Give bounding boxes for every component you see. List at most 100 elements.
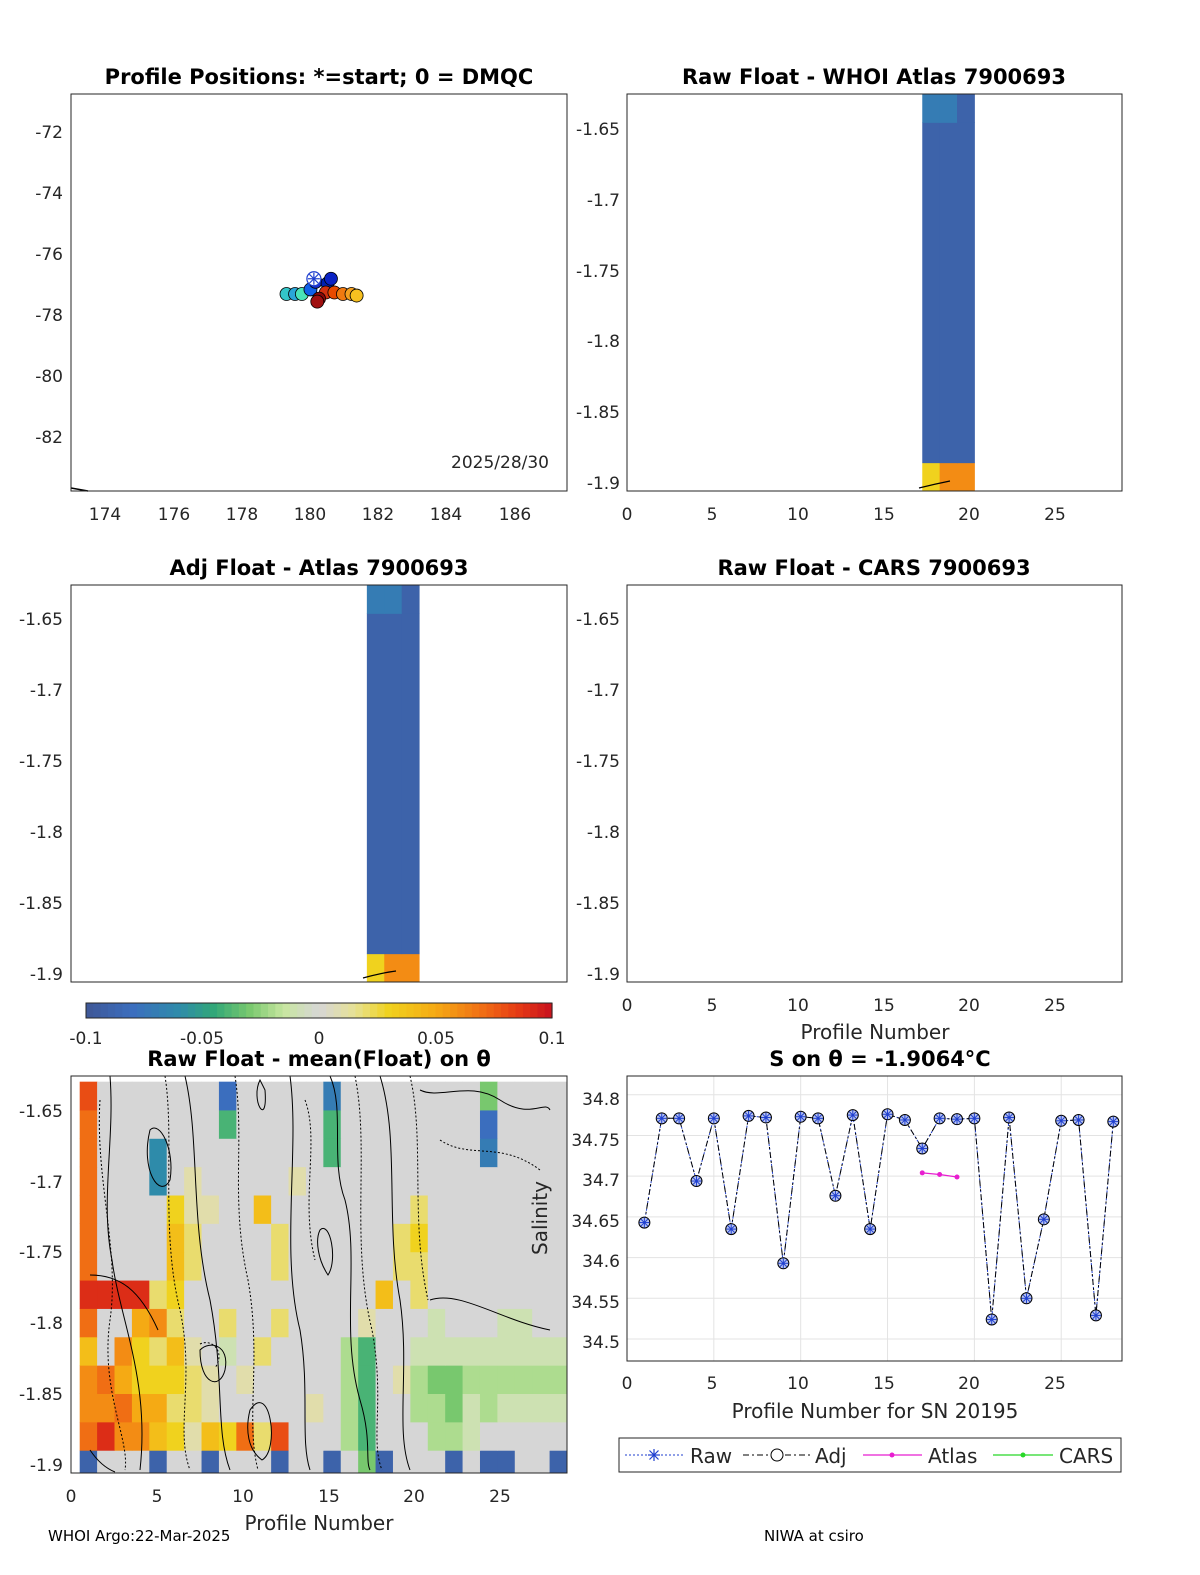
heatmap-cell [479, 1081, 498, 1111]
heatmap-cell [514, 1195, 533, 1224]
atlas-point [937, 1172, 943, 1178]
y-tick-label: -1.65 [19, 610, 63, 630]
heatmap-cell [549, 1308, 568, 1338]
y-tick-label: 34.6 [582, 1252, 620, 1272]
x-tick-label: 5 [707, 996, 718, 1016]
heatmap-cell [184, 1280, 202, 1309]
heatmap-cell [149, 1421, 168, 1451]
y-tick-label: -1.85 [19, 894, 63, 914]
heatmap-cell [271, 1223, 289, 1253]
positions-date-label: 2025/28/30 [451, 453, 549, 473]
y-tick-label: 34.75 [571, 1131, 620, 1151]
x-tick-label: 15 [873, 996, 895, 1016]
heatmap-cell [79, 1421, 98, 1451]
heatmap-cell [184, 1421, 202, 1451]
heatmap-cell [340, 1195, 359, 1224]
heatmap-cell [149, 1336, 168, 1366]
contour-line [164, 1075, 191, 1471]
x-tick-label: 20 [403, 1487, 425, 1507]
heatmap-cell [358, 1251, 376, 1281]
heatmap-cell [131, 1110, 150, 1139]
colorbar-segment [151, 1003, 160, 1018]
heatmap-cell [114, 1223, 133, 1253]
heatmap-cell [288, 1365, 307, 1394]
positions-xticks: 174 176 178 180 182 184 186 [89, 505, 531, 525]
colorbar-tick: 0.1 [538, 1029, 565, 1049]
heatmap-cell [131, 1195, 150, 1224]
heatmap-cell [166, 1251, 185, 1281]
heatmap-cell [427, 1308, 446, 1338]
heatmap-cell [410, 1081, 429, 1111]
raw-point [1004, 1112, 1015, 1123]
heatmap-cell [410, 1138, 429, 1168]
anomaly-contours-dotted [98, 1075, 541, 1471]
heatmap-cell [479, 1336, 498, 1366]
x-tick-label: 25 [1044, 505, 1066, 525]
heatmap-cell [532, 1450, 550, 1474]
heatmap-cell [201, 1166, 220, 1196]
colorbar-segment [260, 1003, 269, 1018]
heatmap-cell [236, 1110, 255, 1139]
cars-frame [626, 584, 1123, 983]
heatmap-cell [375, 1308, 394, 1338]
raw-point [1073, 1114, 1084, 1125]
colorbar-segment [122, 1003, 131, 1018]
heatmap-cell [97, 1336, 115, 1366]
raw-point [708, 1113, 719, 1124]
heatmap-cell [149, 1308, 168, 1338]
adj-heatmap [366, 585, 420, 983]
colorbar-segment [246, 1003, 255, 1018]
whoi-frame [626, 93, 1123, 492]
y-tick-label: -1.9 [30, 965, 63, 985]
y-tick-label: -1.8 [30, 1314, 63, 1334]
heatmap-cell [305, 1365, 324, 1394]
x-tick-label: 182 [362, 505, 394, 525]
heatmap-cell [253, 1421, 272, 1451]
x-tick-label: 0 [66, 1487, 77, 1507]
heatmap-cell [445, 1450, 463, 1474]
colorbar-segment [413, 1003, 422, 1018]
heatmap-cell [114, 1336, 133, 1366]
colorbar-segment [319, 1003, 327, 1018]
heatmap-cell [79, 1110, 98, 1139]
legend: Raw Adj Atlas CARS [618, 1437, 1122, 1473]
heatmap-cell [149, 1081, 168, 1111]
legend-item-raw: Raw [625, 1444, 732, 1468]
heatmap-cell [957, 94, 975, 123]
heatmap-cell [236, 1166, 255, 1196]
heatmap-cell [323, 1195, 342, 1224]
anomaly-heatmap [79, 1081, 568, 1474]
heatmap-cell [114, 1081, 133, 1111]
heatmap-cell [497, 1421, 516, 1451]
raw-point [934, 1113, 945, 1124]
heatmap-cell [532, 1166, 550, 1196]
heatmap-cell [131, 1336, 150, 1366]
colorbar-segment [297, 1003, 306, 1018]
heatmap-cell [201, 1393, 220, 1423]
x-tick-label: 174 [89, 505, 121, 525]
heatmap-cell [218, 1393, 237, 1423]
colorbar-segment [493, 1003, 502, 1018]
x-tick-label: 178 [226, 505, 258, 525]
heatmap-cell [375, 1450, 394, 1474]
heatmap-cell [957, 462, 975, 492]
heatmap-cell [497, 1280, 516, 1309]
heatmap-cell [218, 1308, 237, 1338]
heatmap-cell [271, 1421, 289, 1451]
heatmap-cell [323, 1223, 342, 1253]
colorbar-segment [442, 1003, 451, 1018]
raw-point [795, 1111, 806, 1122]
contour-line [89, 1449, 116, 1473]
heatmap-cell [166, 1450, 185, 1474]
heatmap-cell [253, 1166, 272, 1196]
heatmap-cell [149, 1280, 168, 1309]
contour-line [89, 1274, 159, 1331]
heatmap-cell [323, 1336, 342, 1366]
heatmap-cell [131, 1421, 150, 1451]
legend-raw-marker [648, 1449, 660, 1461]
cars-xlabel: Profile Number [801, 1020, 951, 1044]
y-tick-label: -1.8 [587, 332, 620, 352]
heatmap-cell [323, 1081, 342, 1111]
contour-line [439, 1139, 541, 1171]
heatmap-cell [479, 1308, 498, 1338]
